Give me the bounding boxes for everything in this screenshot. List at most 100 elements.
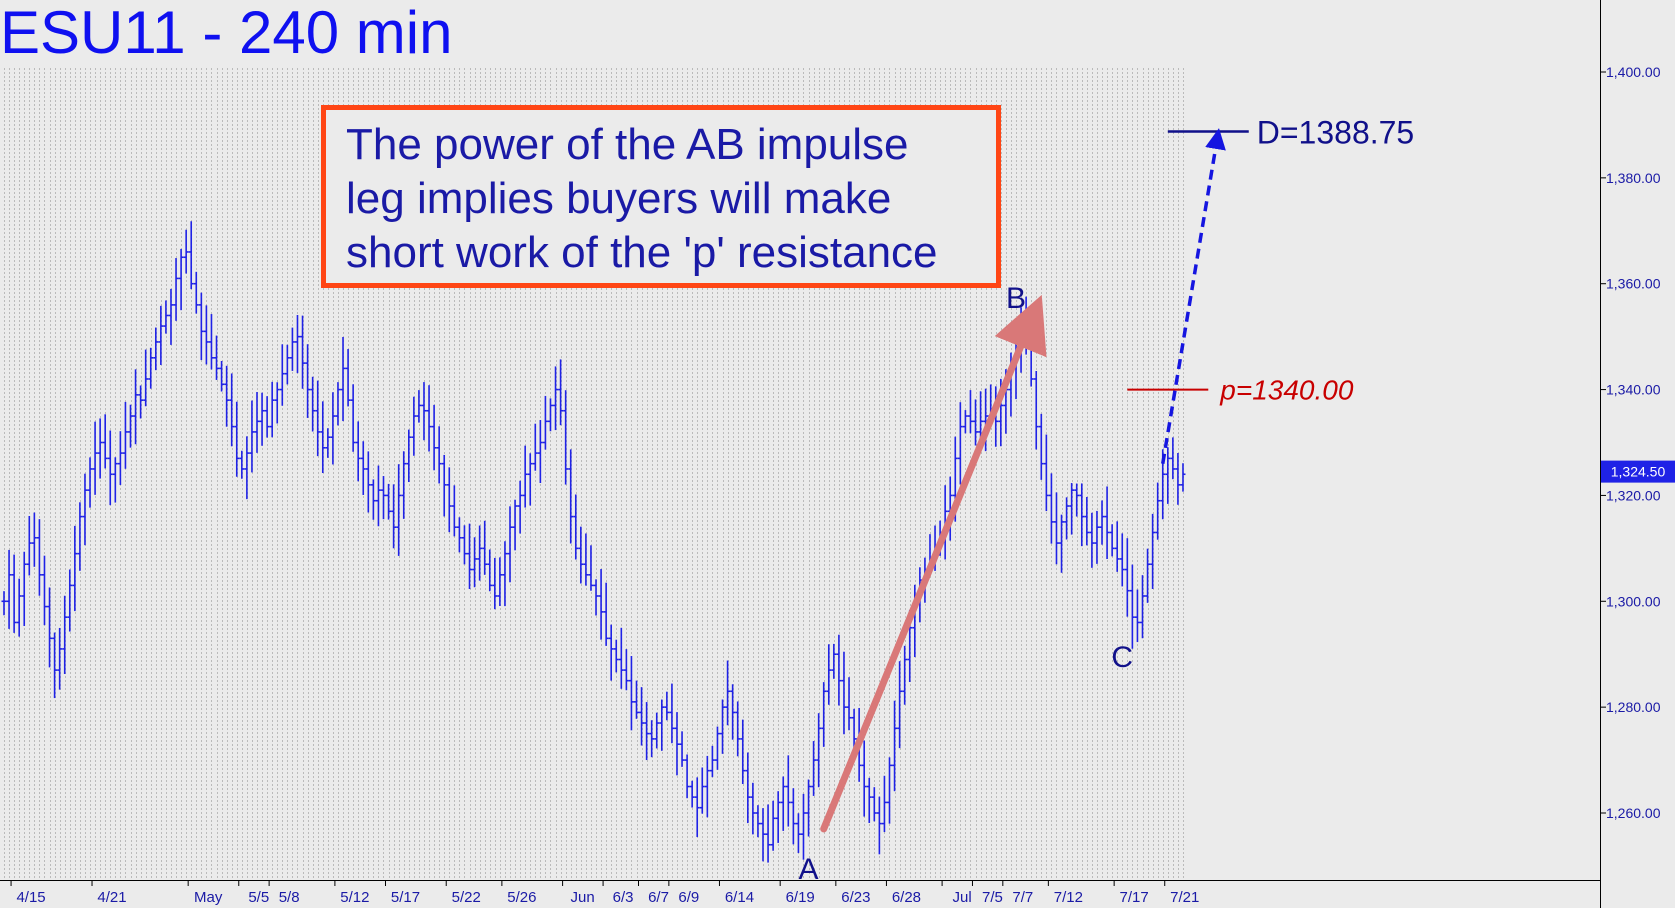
y-tick-label: 1,260.00 xyxy=(1606,805,1661,821)
annotation-overlay: p=1340.00 D=1388.75 A B C xyxy=(799,115,1415,886)
price-bar xyxy=(623,649,629,691)
price-bar xyxy=(330,392,336,465)
price-bar xyxy=(1180,463,1186,492)
price-bar xyxy=(669,683,675,744)
p-level-label: p=1340.00 xyxy=(1219,375,1354,406)
price-bar xyxy=(866,777,872,823)
price-bar xyxy=(811,741,817,796)
price-bar xyxy=(1104,486,1110,559)
price-bar xyxy=(583,533,589,586)
price-bar xyxy=(244,436,250,500)
price-bar xyxy=(279,344,285,406)
price-bar xyxy=(512,499,518,551)
price-bar xyxy=(674,712,680,776)
price-bar xyxy=(122,401,128,469)
price-bars xyxy=(1,221,1186,863)
price-bar xyxy=(451,485,457,537)
x-tick-label: 6/14 xyxy=(725,889,754,906)
price-bar xyxy=(897,661,903,749)
price-bar xyxy=(846,677,852,731)
price-bar xyxy=(168,288,174,345)
price-bar xyxy=(871,787,877,822)
price-bar xyxy=(532,423,538,471)
x-tick-label: 6/7 xyxy=(648,889,669,906)
price-bar xyxy=(305,344,311,418)
vertical-gridlines xyxy=(4,68,1184,880)
x-tick-label: Jul xyxy=(953,889,972,906)
price-bar xyxy=(254,392,260,453)
price-bar xyxy=(310,376,316,432)
price-bar xyxy=(1089,512,1095,568)
callout-line-3: short work of the 'p' resistance xyxy=(346,228,938,277)
callout-line-1: The power of the AB impulse xyxy=(346,120,909,169)
price-bar xyxy=(1129,564,1135,649)
price-bar xyxy=(1175,452,1181,505)
price-bar xyxy=(704,755,710,818)
price-bar xyxy=(684,754,690,799)
price-bar xyxy=(1114,521,1120,572)
price-bar xyxy=(188,221,194,290)
price-bar xyxy=(456,517,462,553)
price-bar xyxy=(370,479,376,520)
price-bar xyxy=(957,402,963,485)
price-bar xyxy=(745,752,751,824)
price-bar xyxy=(487,549,493,592)
price-bar xyxy=(836,634,842,706)
price-bar xyxy=(117,431,123,485)
x-tick-label: 6/3 xyxy=(613,889,634,906)
price-bar xyxy=(1064,497,1070,540)
x-tick-label: 6/23 xyxy=(841,889,870,906)
price-bar xyxy=(406,429,412,483)
price-bar xyxy=(234,401,240,477)
x-tick-label: 5/12 xyxy=(340,889,369,906)
price-bar xyxy=(689,780,695,808)
price-bar xyxy=(826,644,832,705)
x-tick-label: Jun xyxy=(571,889,595,906)
price-bar xyxy=(52,632,58,699)
price-bar xyxy=(588,545,594,591)
y-tick-label: 1,340.00 xyxy=(1606,382,1661,398)
price-bar xyxy=(634,680,639,719)
price-bar xyxy=(795,813,801,854)
price-bar xyxy=(36,519,42,596)
price-bar xyxy=(740,719,746,784)
price-bar xyxy=(876,796,882,855)
price-bar xyxy=(396,464,402,556)
price-bar xyxy=(1119,533,1125,587)
price-bar xyxy=(325,428,331,458)
price-bar xyxy=(725,660,731,726)
price-bar xyxy=(1059,514,1065,573)
price-bar xyxy=(537,420,543,483)
price-bar xyxy=(628,655,634,731)
price-bar xyxy=(603,582,609,646)
price-bar xyxy=(502,541,508,607)
price-bar xyxy=(426,385,432,452)
price-bar xyxy=(173,258,179,321)
chart-title: ESU11 - 240 min xyxy=(0,0,453,66)
price-bar xyxy=(138,385,144,419)
price-bar xyxy=(861,740,867,817)
x-tick-label: 7/17 xyxy=(1120,889,1149,906)
price-bar xyxy=(274,382,280,424)
price-bar xyxy=(62,595,68,675)
price-bar xyxy=(962,410,968,434)
price-bar xyxy=(1043,434,1049,512)
price-bar xyxy=(664,691,670,721)
price-bar xyxy=(21,551,27,627)
price-bar xyxy=(699,767,705,814)
price-bar xyxy=(1124,538,1130,617)
x-tick-label: 7/21 xyxy=(1170,889,1199,906)
price-bar xyxy=(269,381,275,438)
price-bar xyxy=(598,569,604,640)
point-label-c: C xyxy=(1111,641,1133,674)
price-bar xyxy=(441,454,447,517)
price-bar xyxy=(608,624,614,681)
price-bar xyxy=(259,392,265,446)
price-bar xyxy=(208,314,214,370)
price-bar xyxy=(770,800,776,851)
price-bar xyxy=(1038,413,1044,480)
x-tick-label: 6/19 xyxy=(786,889,815,906)
price-bar xyxy=(497,557,503,606)
price-bar xyxy=(264,396,270,438)
price-bar xyxy=(381,476,386,520)
